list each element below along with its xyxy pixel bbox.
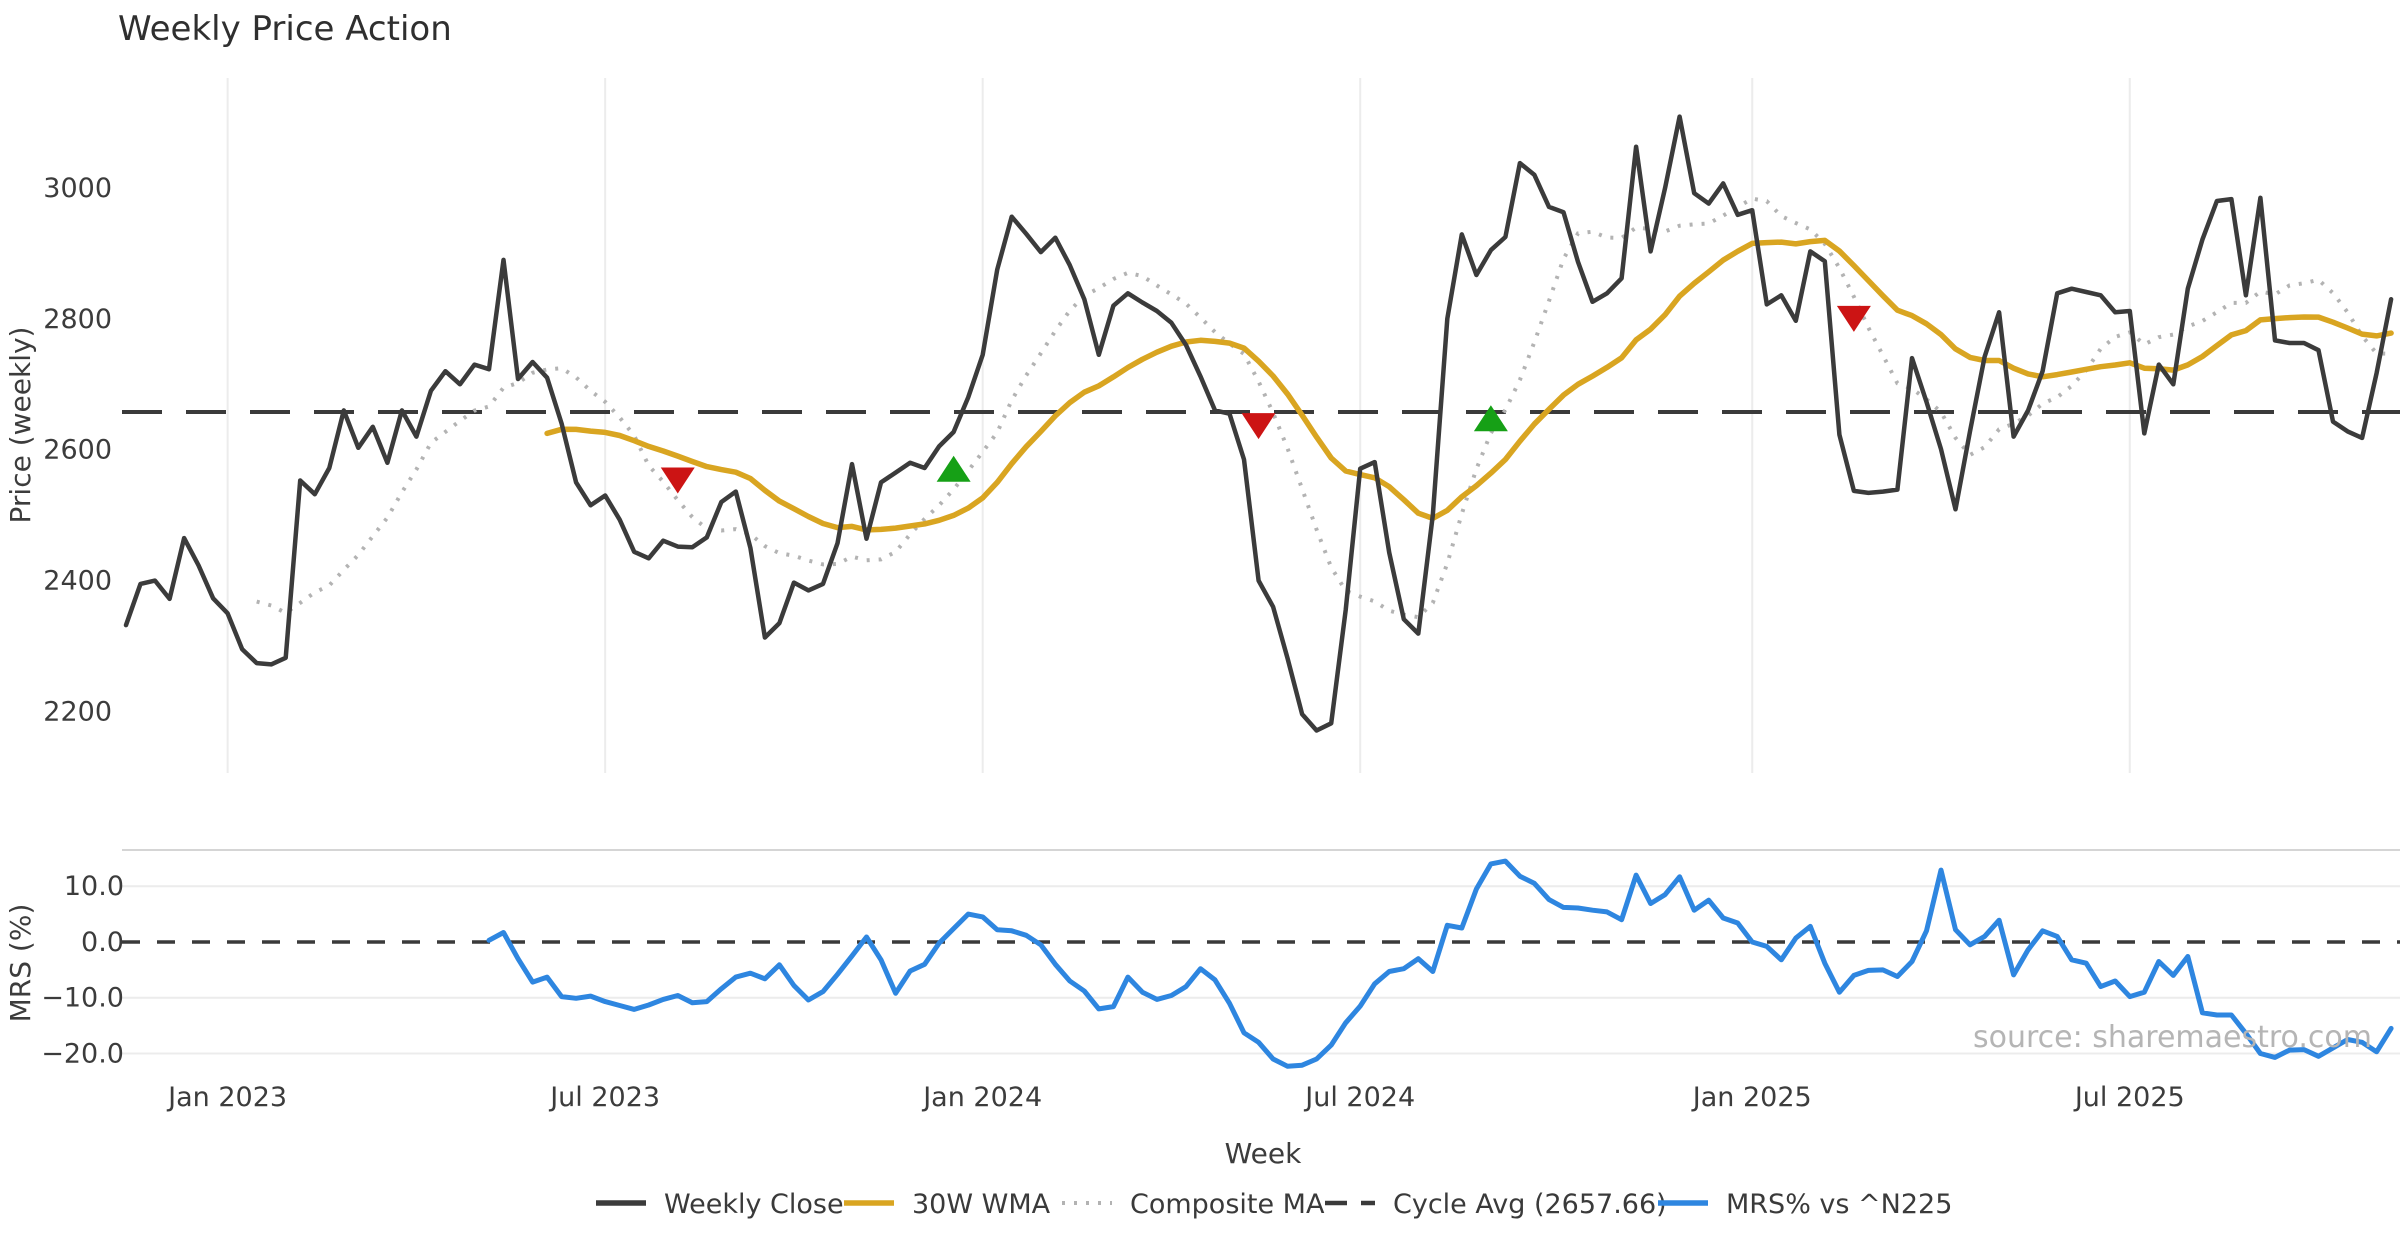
price-tick-label: 3000 (43, 173, 112, 204)
sell-signal-marker (660, 467, 695, 494)
price-tick-label: 2800 (43, 304, 112, 335)
composite-ma-line (256, 196, 2392, 620)
sell-signal-marker (1836, 305, 1871, 332)
price-tick-label: 2200 (43, 696, 112, 727)
date-tick-label: Jul 2024 (1303, 1082, 1415, 1113)
trade-markers-layer (660, 305, 1871, 494)
tick-labels-layer: 3000 2800 2600 2400 2200 10.0 0.0 −10.0 −20.0 Jan… (41, 173, 2184, 1113)
legend-label: Cycle Avg (2657.66) (1393, 1189, 1667, 1220)
legend-label: Composite MA (1130, 1189, 1325, 1220)
date-tick-label: Jul 2023 (548, 1082, 660, 1113)
mrs-tick-label: 0.0 (81, 927, 124, 958)
legend: Weekly Close 30W WMA Composite MA Cycle Avg… (596, 1189, 1952, 1220)
legend-label: 30W WMA (912, 1189, 1051, 1220)
buy-signal-marker (1473, 405, 1508, 432)
mrs-tick-label: 10.0 (64, 871, 124, 902)
legend-label: Weekly Close (664, 1189, 844, 1220)
mrs-line (486, 858, 2394, 1069)
price-tick-label: 2400 (43, 566, 112, 597)
sell-signal-marker (1241, 413, 1276, 440)
price-tick-label: 2600 (43, 435, 112, 466)
chart-title: Weekly Price Action (118, 9, 452, 49)
grid-layer (122, 78, 2400, 1055)
date-tick-label: Jan 2023 (166, 1082, 287, 1113)
source-watermark: source: sharemaestro.com (1973, 1020, 2372, 1055)
price-axis-label: Price (weekly) (4, 327, 37, 524)
mrs-tick-label: −20.0 (41, 1038, 124, 1069)
date-tick-label: Jan 2025 (1691, 1082, 1812, 1113)
wma-30w-line (544, 237, 2394, 533)
buy-signal-marker (936, 455, 971, 482)
date-tick-label: Jul 2025 (2073, 1082, 2185, 1113)
date-tick-label: Jan 2024 (921, 1082, 1042, 1113)
x-axis-label: Week (1225, 1137, 1302, 1170)
mrs-axis-label: MRS (%) (4, 904, 37, 1023)
series-layer (122, 114, 2400, 1069)
mrs-tick-label: −10.0 (41, 983, 124, 1014)
legend-label: MRS% vs ^N225 (1726, 1189, 1952, 1220)
weekly-close-line (123, 114, 2394, 733)
